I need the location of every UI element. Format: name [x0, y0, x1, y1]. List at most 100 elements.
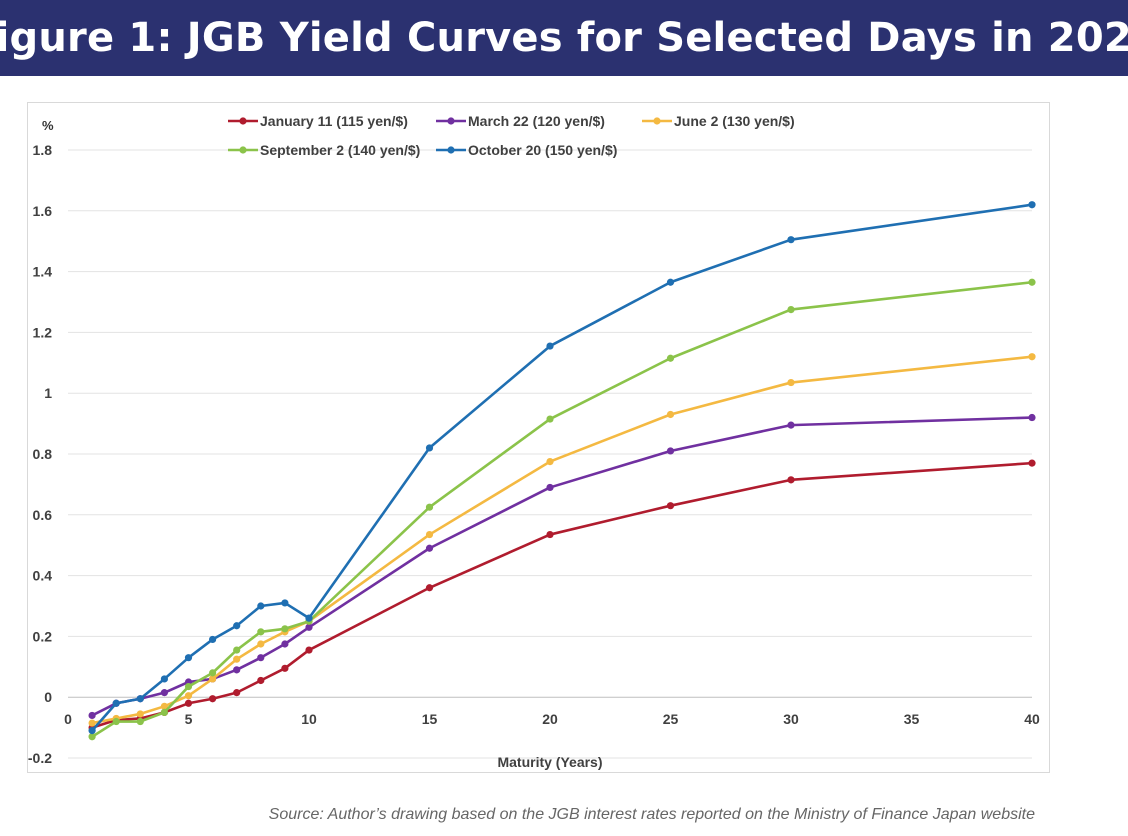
- data-point: [88, 719, 96, 727]
- data-point: [88, 733, 96, 741]
- y-tick-label: 1.6: [33, 203, 53, 219]
- data-point: [281, 664, 289, 672]
- y-tick-label: 1: [44, 385, 52, 401]
- legend: January 11 (115 yen/$) March 22 (120 yen/…: [228, 113, 795, 158]
- legend-item: March 22 (120 yen/$): [436, 113, 605, 129]
- series-2: [88, 413, 1036, 720]
- page-title: Figure 1: JGB Yield Curves for Selected …: [0, 15, 1128, 61]
- data-point: [209, 675, 217, 683]
- data-point: [257, 640, 265, 648]
- data-point: [787, 236, 795, 244]
- data-point: [305, 614, 313, 622]
- legend-label: October 20 (150 yen/$): [468, 142, 617, 158]
- y-tick-label: 0.2: [33, 628, 53, 644]
- x-tick-label: 35: [904, 711, 920, 727]
- legend-marker: [447, 117, 455, 125]
- x-tick-label: 25: [663, 711, 679, 727]
- series-line: [91, 280, 1033, 738]
- legend-label: March 22 (120 yen/$): [468, 113, 605, 129]
- series-1: [88, 459, 1036, 732]
- x-tick-label: 40: [1024, 711, 1040, 727]
- y-tick-label: 0.6: [33, 507, 53, 523]
- data-point: [281, 625, 289, 633]
- data-point: [88, 711, 96, 720]
- x-tick-label: 20: [542, 711, 558, 727]
- data-point: [787, 378, 795, 387]
- legend-label: January 11 (115 yen/$): [260, 113, 408, 129]
- y-tick-label: 1.8: [33, 142, 53, 158]
- legend-label: June 2 (130 yen/$): [674, 113, 795, 129]
- data-point: [281, 599, 289, 607]
- data-point: [787, 421, 795, 429]
- gridlines: [68, 149, 1032, 759]
- legend-marker: [239, 146, 247, 154]
- series-line: [91, 416, 1033, 717]
- title-bar: Figure 1: JGB Yield Curves for Selected …: [0, 0, 1128, 76]
- data-point: [209, 669, 217, 677]
- data-point: [666, 354, 675, 362]
- data-point: [425, 530, 434, 539]
- y-tick-label: 0: [44, 689, 52, 705]
- data-point: [184, 692, 193, 700]
- y-tick-label: 1.4: [33, 264, 53, 280]
- y-axis-label: %: [42, 118, 54, 133]
- data-point: [257, 628, 265, 636]
- data-point: [666, 447, 675, 455]
- data-point: [233, 622, 241, 630]
- legend-item: June 2 (130 yen/$): [642, 113, 795, 129]
- legend-marker: [653, 117, 661, 125]
- data-point: [1028, 278, 1036, 286]
- data-point: [160, 702, 168, 710]
- data-point: [160, 675, 168, 683]
- data-point: [160, 708, 168, 717]
- data-point: [1028, 201, 1036, 209]
- data-point: [305, 623, 313, 631]
- data-point: [1028, 413, 1036, 422]
- data-point: [546, 458, 554, 466]
- data-point: [787, 306, 795, 314]
- data-point: [209, 635, 217, 644]
- legend-marker: [447, 146, 455, 154]
- data-point: [184, 654, 193, 662]
- data-point: [425, 544, 434, 552]
- y-tick-label: 0.8: [33, 446, 53, 462]
- data-point: [136, 695, 144, 703]
- data-point: [425, 584, 434, 592]
- data-point: [257, 654, 265, 662]
- data-point: [425, 503, 434, 511]
- x-tick-label: 15: [422, 711, 438, 727]
- y-axis-ticks: -0.2 0 0.2 0.4 0.6 0.8 1 1.2 1.4 1.6 1.8: [28, 142, 52, 766]
- series-lines: [88, 201, 1036, 741]
- data-point: [184, 699, 193, 707]
- x-axis-ticks: 0 5 10 15 20 25 30 35 40: [64, 711, 1040, 727]
- data-point: [546, 342, 554, 350]
- y-tick-label: 0.4: [33, 568, 53, 584]
- data-point: [1028, 353, 1036, 361]
- data-point: [666, 410, 675, 419]
- data-point: [209, 695, 217, 703]
- series-4: [88, 278, 1036, 741]
- data-point: [425, 444, 434, 452]
- data-point: [136, 717, 144, 726]
- data-point: [305, 646, 313, 654]
- data-point: [136, 710, 144, 718]
- data-point: [546, 415, 554, 423]
- data-point: [666, 278, 675, 286]
- data-point: [233, 646, 241, 654]
- data-point: [257, 676, 265, 685]
- data-point: [112, 717, 120, 726]
- data-point: [112, 699, 120, 707]
- legend-item: October 20 (150 yen/$): [436, 142, 617, 158]
- legend-marker: [239, 117, 247, 125]
- x-tick-label: 10: [301, 711, 317, 727]
- data-point: [787, 476, 795, 484]
- data-point: [1028, 459, 1036, 467]
- data-point: [666, 502, 675, 510]
- legend-item: September 2 (140 yen/$): [228, 142, 420, 158]
- y-tick-label: 1.2: [33, 324, 53, 340]
- legend-item: January 11 (115 yen/$): [228, 113, 408, 129]
- x-axis-label: Maturity (Years): [497, 754, 602, 770]
- series-3: [88, 353, 1036, 727]
- x-tick-label: 5: [185, 711, 193, 727]
